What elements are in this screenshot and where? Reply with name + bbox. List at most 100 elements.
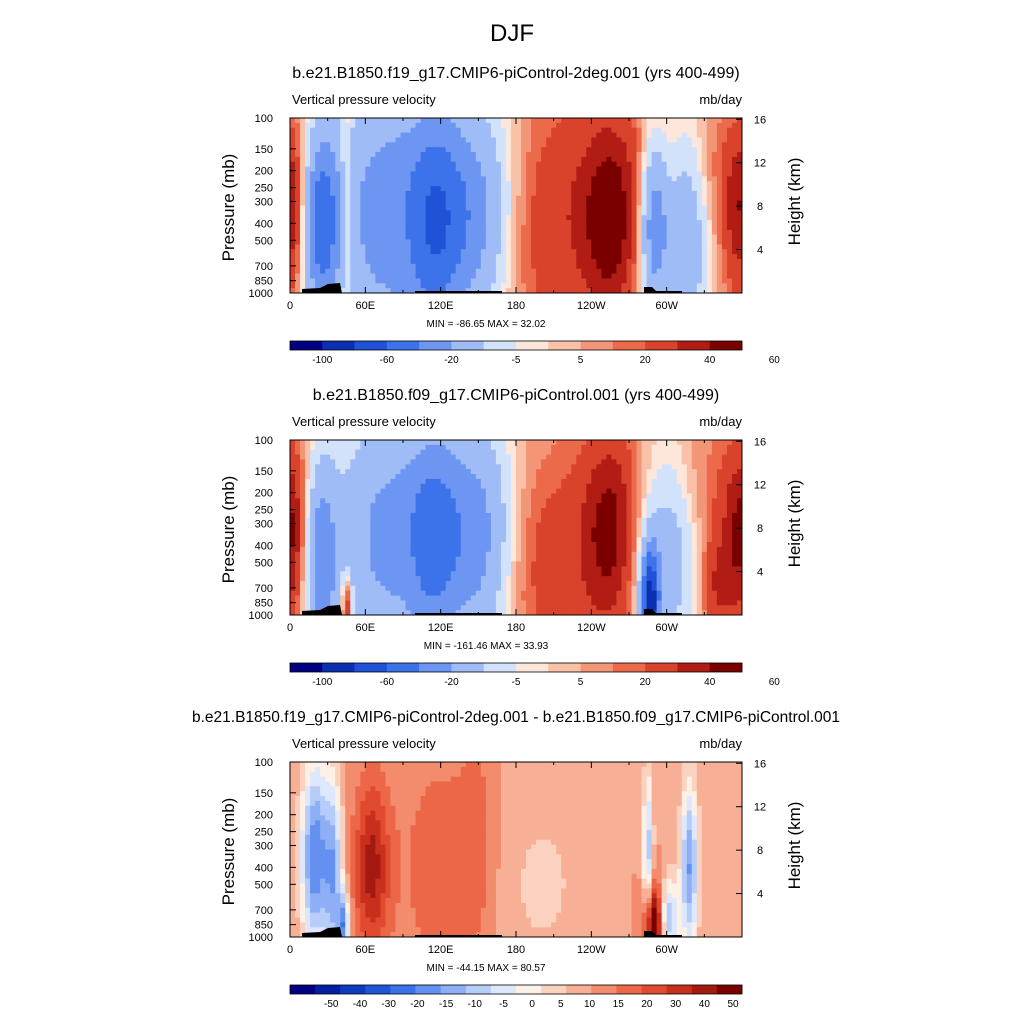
heatmap-cell bbox=[460, 234, 467, 240]
heatmap-cell bbox=[470, 449, 477, 455]
heatmap-cell bbox=[415, 224, 421, 231]
heatmap-cell bbox=[691, 210, 698, 216]
heatmap-cell bbox=[470, 229, 477, 236]
heatmap-cell bbox=[305, 152, 311, 158]
heatmap-cell bbox=[335, 156, 341, 163]
heatmap-cell bbox=[405, 278, 411, 284]
heatmap-cell bbox=[661, 517, 668, 524]
heatmap-cell bbox=[721, 161, 728, 168]
heatmap-cell bbox=[536, 503, 542, 509]
heatmap-cell bbox=[500, 127, 507, 133]
heatmap-cell bbox=[691, 137, 698, 143]
heatmap-cell bbox=[701, 273, 708, 279]
heatmap-cell bbox=[616, 459, 622, 465]
heatmap-cell bbox=[721, 469, 728, 475]
heatmap-cell bbox=[300, 171, 306, 177]
heatmap-cell bbox=[295, 273, 301, 279]
heatmap-cell bbox=[445, 190, 452, 197]
heatmap-cell bbox=[455, 444, 462, 451]
heatmap-cell bbox=[380, 122, 386, 129]
heatmap-cell bbox=[350, 464, 356, 470]
heatmap-cell bbox=[490, 258, 497, 265]
heatmap-cell bbox=[350, 239, 356, 245]
heatmap-cell bbox=[666, 283, 673, 289]
heatmap-cell bbox=[460, 517, 467, 524]
heatmap-cell bbox=[666, 132, 673, 138]
heatmap-cell bbox=[365, 488, 371, 494]
heatmap-cell bbox=[536, 137, 542, 143]
heatmap-cell bbox=[541, 132, 547, 138]
heatmap-cell bbox=[495, 190, 502, 197]
heatmap-cell bbox=[681, 161, 688, 168]
heatmap-cell bbox=[526, 459, 532, 465]
heatmap-cell bbox=[711, 464, 718, 470]
heatmap-cell bbox=[320, 215, 326, 221]
heatmap-cell bbox=[440, 147, 447, 153]
heatmap-cell bbox=[425, 156, 432, 163]
heatmap-cell bbox=[696, 454, 703, 460]
heatmap-cell bbox=[350, 249, 356, 255]
heatmap-cell bbox=[445, 244, 452, 250]
heatmap-cell bbox=[646, 166, 652, 172]
heatmap-cell bbox=[405, 512, 411, 519]
heatmap-cell bbox=[676, 454, 683, 460]
heatmap-cell bbox=[375, 478, 381, 485]
heatmap-cell bbox=[490, 152, 497, 158]
heatmap-cell bbox=[591, 122, 597, 129]
heatmap-cell bbox=[450, 166, 457, 172]
heatmap-cell bbox=[365, 127, 371, 133]
heatmap-cell bbox=[475, 244, 482, 250]
heatmap-cell bbox=[531, 205, 537, 211]
heatmap-cell bbox=[470, 195, 477, 202]
heatmap-cell bbox=[450, 156, 457, 163]
heatmap-cell bbox=[521, 166, 527, 172]
heatmap-cell bbox=[290, 156, 296, 163]
heatmap-cell bbox=[611, 273, 617, 279]
heatmap-cell bbox=[320, 118, 326, 124]
heatmap-cell bbox=[375, 258, 381, 265]
heatmap-cell bbox=[385, 220, 391, 226]
heatmap-cell bbox=[571, 244, 577, 250]
heatmap-cell bbox=[320, 454, 326, 460]
heatmap-cell bbox=[536, 478, 542, 485]
heatmap-cell bbox=[440, 137, 447, 143]
heatmap-cell bbox=[591, 224, 597, 231]
heatmap-cell bbox=[681, 137, 688, 143]
heatmap-cell bbox=[340, 527, 346, 533]
heatmap-cell bbox=[686, 171, 693, 177]
heatmap-cell bbox=[480, 205, 487, 211]
heatmap-cell bbox=[601, 147, 607, 153]
heatmap-cell bbox=[345, 142, 351, 148]
heatmap-cell bbox=[360, 195, 366, 202]
heatmap-cell bbox=[500, 161, 507, 168]
heatmap-cell bbox=[681, 517, 688, 524]
heatmap-cell bbox=[576, 258, 582, 265]
heatmap-cell bbox=[626, 220, 632, 226]
heatmap-cell bbox=[691, 152, 698, 158]
heatmap-cell bbox=[350, 234, 356, 240]
heatmap-cell bbox=[495, 171, 502, 177]
heatmap-cell bbox=[370, 522, 376, 528]
heatmap-cell bbox=[430, 469, 437, 475]
heatmap-cell bbox=[395, 288, 401, 294]
heatmap-cell bbox=[290, 215, 296, 221]
heatmap-cell bbox=[385, 268, 391, 274]
heatmap-cell bbox=[656, 444, 663, 451]
heatmap-cell bbox=[455, 176, 462, 182]
heatmap-cell bbox=[691, 498, 698, 504]
heatmap-cell bbox=[696, 459, 703, 465]
heatmap-cell bbox=[345, 249, 351, 255]
heatmap-cell bbox=[340, 195, 346, 202]
heatmap-cell bbox=[726, 459, 733, 465]
heatmap-cell bbox=[345, 268, 351, 274]
heatmap-cell bbox=[305, 142, 311, 148]
heatmap-cell bbox=[661, 254, 668, 260]
heatmap-cell bbox=[641, 127, 647, 133]
heatmap-cell bbox=[631, 454, 637, 460]
heatmap-cell bbox=[526, 469, 532, 475]
heatmap-cell bbox=[671, 200, 678, 206]
heatmap-cell bbox=[721, 205, 728, 211]
heatmap-cell bbox=[320, 273, 326, 279]
heatmap-cell bbox=[460, 166, 467, 172]
heatmap-cell bbox=[516, 440, 522, 446]
